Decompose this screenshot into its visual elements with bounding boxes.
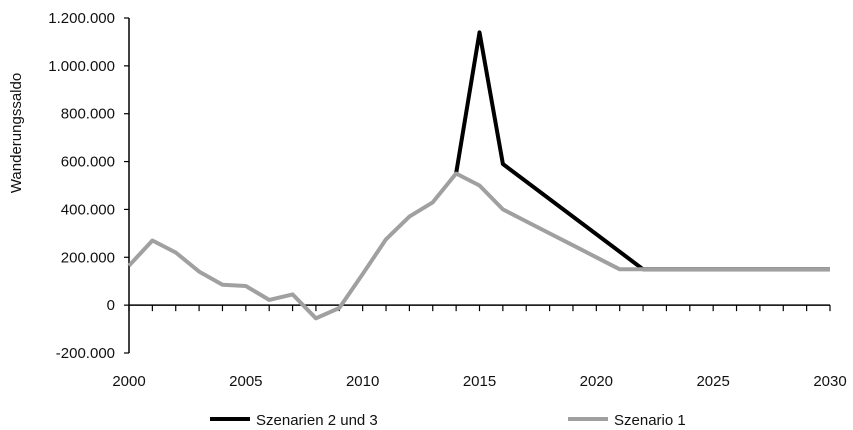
x-tick-label: 2030: [813, 373, 846, 390]
series-line-2: [127, 171, 830, 321]
x-tick-label: 2025: [696, 373, 729, 390]
legend: Szenarien 2 und 3 Szenario 1: [210, 412, 686, 429]
legend-label: Szenario 1: [614, 412, 686, 429]
x-tick-label: 2015: [463, 373, 496, 390]
x-tick-label: 2000: [112, 373, 145, 390]
y-tick-label: 1.200.000: [48, 10, 115, 27]
y-tick-label: 400.000: [61, 201, 115, 218]
x-tick-label: 2005: [229, 373, 262, 390]
y-tick-label: 200.000: [61, 249, 115, 266]
y-tick-label: -200.000: [56, 345, 115, 362]
y-tick-label: 0: [107, 297, 115, 314]
legend-label: Szenarien 2 und 3: [256, 412, 378, 429]
y-axis-label: Wanderungssaldo: [8, 73, 25, 193]
x-tick-label: 2020: [580, 373, 613, 390]
x-tick-label: 2010: [346, 373, 379, 390]
y-tick-label: 1.000.000: [48, 58, 115, 75]
series-line-1: [454, 30, 830, 272]
axes: -200.000 0 200.000 400.000 600.000 800.000 1.0…: [48, 10, 846, 390]
y-tick-label: 800.000: [61, 106, 115, 123]
y-tick-label: 600.000: [61, 154, 115, 171]
y-axis-title: Wanderungssaldo: [8, 73, 25, 193]
series-layer: [127, 30, 830, 321]
